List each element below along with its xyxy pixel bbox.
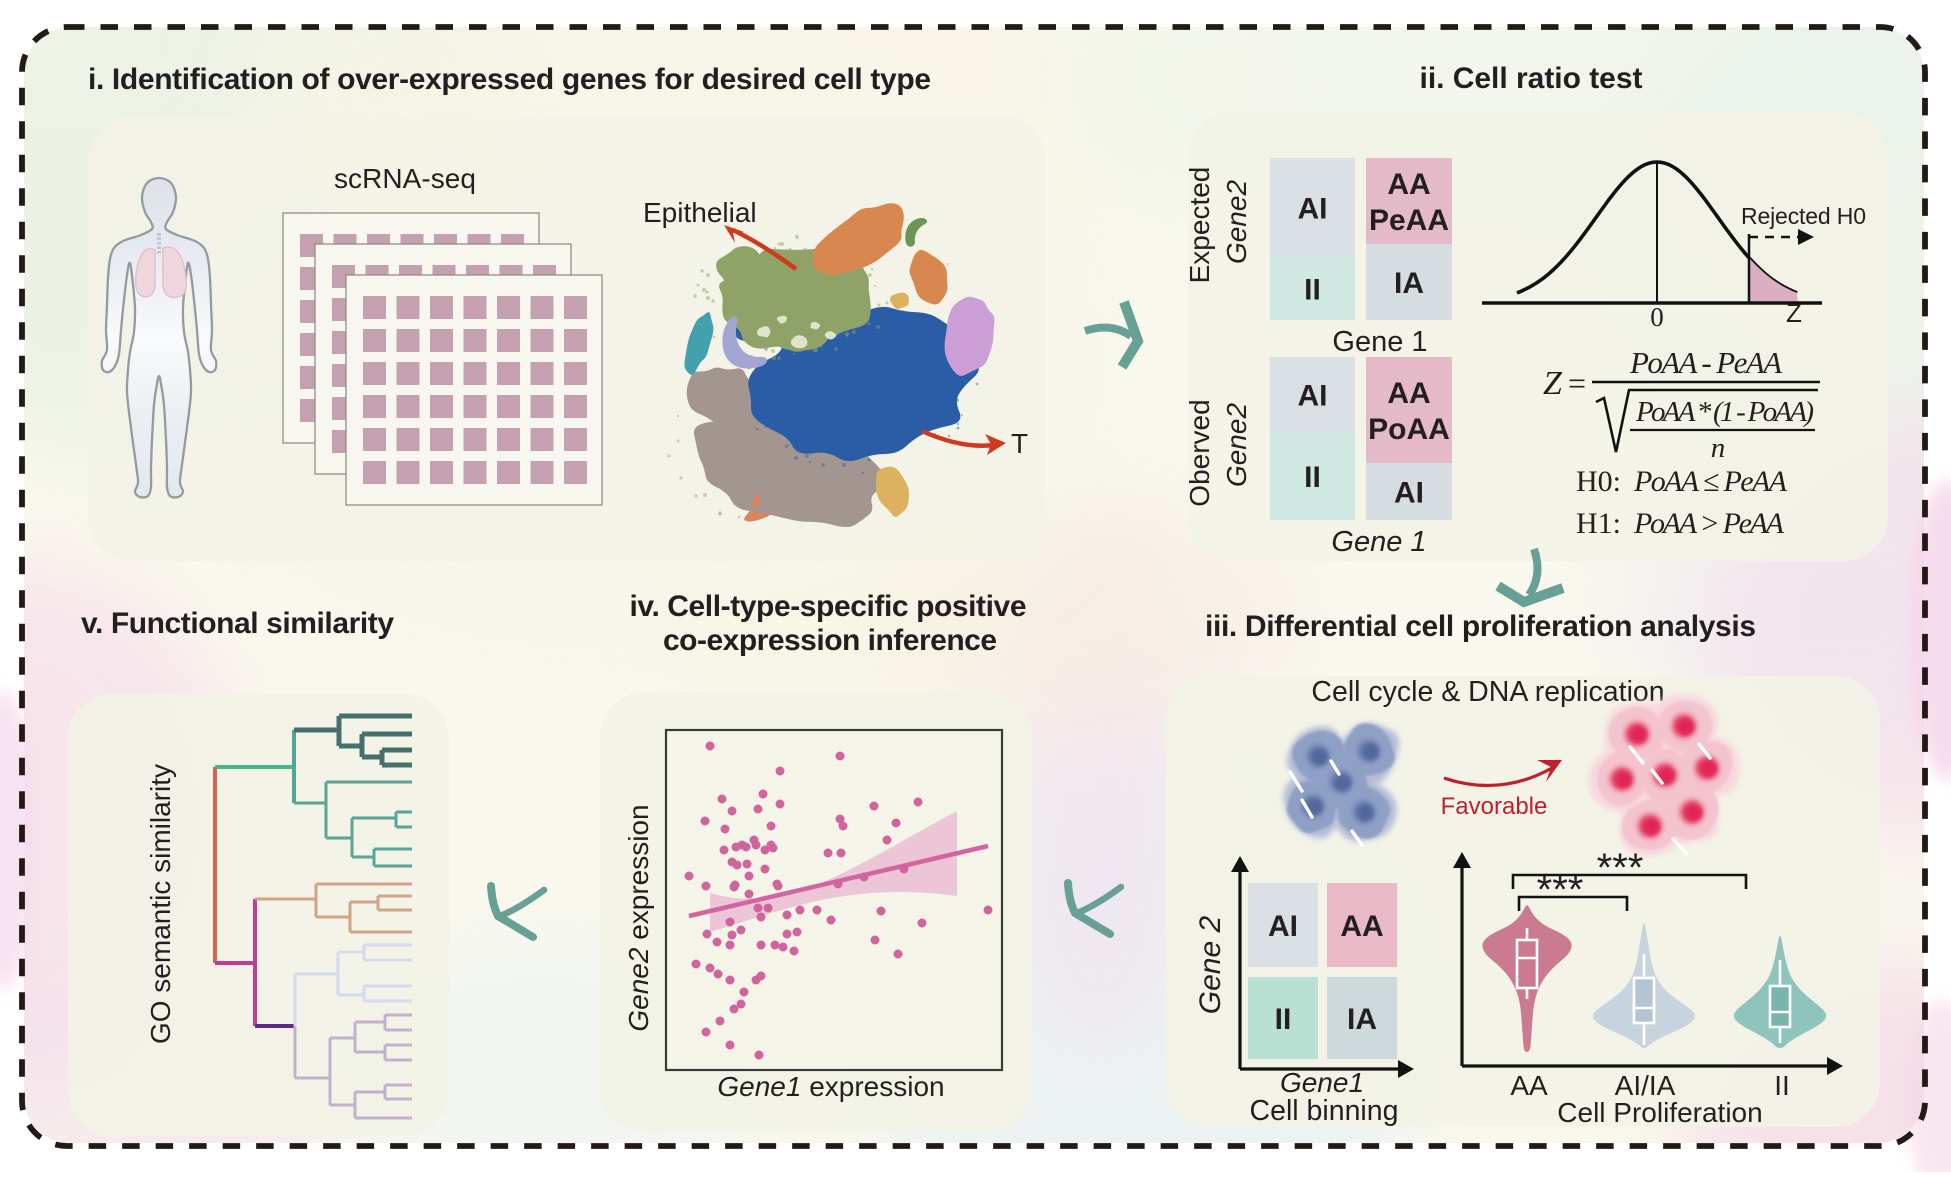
svg-text:scRNA-seq: scRNA-seq (334, 163, 476, 194)
svg-text:Cell Proliferation: Cell Proliferation (1557, 1097, 1762, 1128)
svg-text:AA: AA (1387, 168, 1430, 201)
svg-text:Gene2: Gene2 (1221, 403, 1252, 487)
svg-text:GO semantic similarity: GO semantic similarity (145, 764, 176, 1044)
svg-text:PeAA: PeAA (1369, 204, 1449, 237)
svg-text:AA: AA (1510, 1070, 1548, 1101)
svg-text:AA: AA (1387, 377, 1430, 410)
svg-text:Gene2: Gene2 (1221, 180, 1252, 264)
svg-text:***: *** (1597, 846, 1644, 890)
svg-text:II: II (1304, 273, 1321, 306)
svg-text:AI: AI (1394, 476, 1424, 509)
svg-text:Oberved: Oberved (1184, 399, 1215, 506)
svg-text:v. Functional similarity: v. Functional similarity (81, 607, 394, 640)
svg-text:Epithelial: Epithelial (643, 197, 757, 228)
svg-text:Z: Z (1543, 365, 1563, 402)
svg-text:Rejected H0: Rejected H0 (1741, 203, 1866, 229)
svg-text:Cell binning: Cell binning (1250, 1095, 1399, 1127)
svg-text:H1:: H1: (1576, 507, 1621, 540)
svg-text:iv. Cell-type-specific positiv: iv. Cell-type-specific positive (630, 590, 1027, 623)
svg-text:II: II (1774, 1070, 1790, 1101)
svg-text:PoAA - PeAA: PoAA - PeAA (1629, 345, 1783, 380)
svg-text:iii. Differential cell prolife: iii. Differential cell proliferation ana… (1205, 610, 1756, 643)
svg-text:AI/IA: AI/IA (1615, 1070, 1676, 1101)
svg-text:PoAA ≤ PeAA: PoAA ≤ PeAA (1633, 465, 1788, 498)
svg-text:***: *** (1537, 868, 1584, 912)
svg-text:Cell cycle & DNA replication: Cell cycle & DNA replication (1311, 676, 1664, 708)
svg-text:ii. Cell ratio test: ii. Cell ratio test (1420, 62, 1643, 95)
svg-text:Z: Z (1786, 298, 1802, 328)
svg-text:IA: IA (1394, 267, 1424, 300)
svg-text:Gene1: Gene1 (1280, 1067, 1364, 1098)
svg-text:IA: IA (1347, 1003, 1377, 1036)
svg-text:Gene2 expression: Gene2 expression (623, 804, 654, 1031)
svg-text:AA: AA (1340, 910, 1383, 943)
svg-text:n: n (1711, 432, 1726, 464)
svg-text:AI: AI (1268, 910, 1298, 943)
svg-text:Expected: Expected (1184, 167, 1215, 284)
svg-text:II: II (1275, 1003, 1292, 1036)
svg-text:Gene 2: Gene 2 (1194, 915, 1227, 1014)
svg-text:AI: AI (1298, 192, 1328, 225)
svg-text:i. Identification of over-expr: i. Identification of over-expressed gene… (88, 63, 931, 96)
svg-text:Gene1 expression: Gene1 expression (717, 1071, 944, 1102)
svg-text:T: T (1011, 428, 1028, 459)
svg-text:Gene 1: Gene 1 (1332, 326, 1427, 358)
svg-text:PoAA > PeAA: PoAA > PeAA (1633, 507, 1785, 540)
svg-text:PoAA * (1 - PoAA): PoAA * (1 - PoAA) (1635, 396, 1814, 428)
svg-text:Favorable: Favorable (1441, 793, 1548, 820)
svg-text:II: II (1304, 461, 1321, 494)
svg-text:PoAA: PoAA (1368, 413, 1450, 446)
svg-text:0: 0 (1650, 302, 1664, 332)
svg-text:H0:: H0: (1576, 465, 1621, 498)
svg-text:AI: AI (1298, 379, 1328, 412)
svg-text:co-expression inference: co-expression inference (663, 624, 997, 657)
svg-text:Gene 1: Gene 1 (1331, 526, 1426, 558)
svg-text:=: = (1568, 365, 1586, 401)
